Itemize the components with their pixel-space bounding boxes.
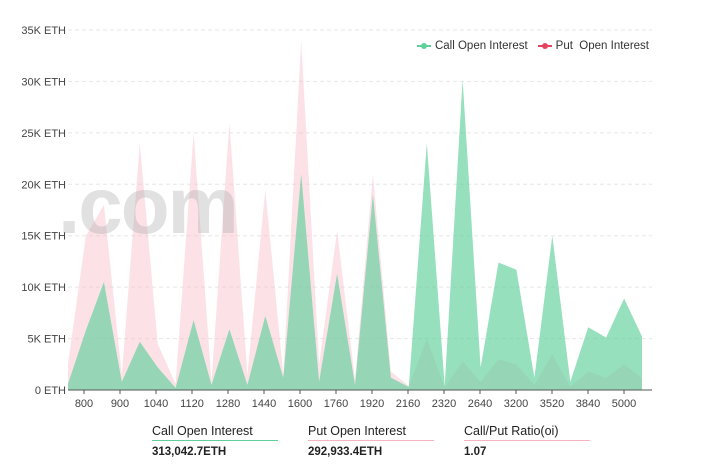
summary-call: Call Open Interest 313,042.7ETH — [152, 424, 308, 458]
x-tick-label: 2640 — [468, 398, 492, 410]
y-tick-label: 20K ETH — [21, 179, 66, 191]
x-tick-label: 2160 — [396, 398, 420, 410]
y-tick-label: 30K ETH — [21, 76, 66, 88]
summary-call-value: 313,042.7ETH — [152, 446, 227, 458]
legend-call-marker — [416, 43, 431, 49]
watermark: .com — [58, 161, 239, 250]
legend-put-marker — [537, 43, 552, 49]
call-open-interest-area — [68, 79, 642, 391]
summary-put: Put Open Interest 292,933.4ETH — [308, 424, 464, 458]
summary-stats: Call Open Interest 313,042.7ETH Put Open… — [152, 424, 620, 458]
open-interest-chart: 0 ETH 5K ETH 10K ETH 15K ETH 20K ETH 25K ETH 3… — [21, 25, 652, 410]
legend-item-put[interactable]: Put Open Interest — [537, 40, 649, 52]
legend-item-call[interactable]: Call Open Interest — [416, 40, 528, 52]
x-tick-label: 1280 — [216, 398, 240, 410]
x-tick-label: 1920 — [360, 398, 384, 410]
y-tick-label: 15K ETH — [21, 231, 66, 243]
x-tick-label: 800 — [75, 398, 93, 410]
legend-call-label: Call Open Interest — [434, 40, 528, 52]
summary-ratio: Call/Put Ratio(oi) 1.07 — [464, 424, 620, 458]
y-tick-label: 25K ETH — [21, 128, 66, 140]
x-tick-label: 1760 — [324, 398, 348, 410]
y-tick-label: 35K ETH — [21, 25, 66, 37]
x-tick-label: 1600 — [288, 398, 312, 410]
x-tick-label: 1040 — [144, 398, 168, 410]
y-tick-label: 10K ETH — [21, 282, 66, 294]
x-tick-label: 900 — [111, 398, 129, 410]
x-tick-label: 5000 — [612, 398, 636, 410]
legend-put-label: Put Open Interest — [555, 40, 649, 52]
summary-put-label: Put Open Interest — [308, 424, 434, 441]
x-tick-label: 3200 — [504, 398, 528, 410]
y-tick-label: 0 ETH — [35, 385, 66, 397]
x-tick-label: 3840 — [576, 398, 600, 410]
summary-call-label: Call Open Interest — [152, 424, 278, 441]
chart-legend: Call Open Interest Put Open Interest — [416, 40, 649, 52]
summary-put-value: 292,933.4ETH — [308, 446, 383, 458]
put-open-interest-area — [68, 40, 642, 391]
y-tick-label: 5K ETH — [27, 334, 66, 346]
x-tick-label: 3520 — [540, 398, 564, 410]
x-tick-label: 2320 — [432, 398, 456, 410]
x-tick-label: 1440 — [252, 398, 276, 410]
x-tick-label: 1120 — [180, 398, 204, 410]
summary-ratio-label: Call/Put Ratio(oi) — [464, 424, 590, 441]
summary-ratio-value: 1.07 — [464, 446, 487, 458]
